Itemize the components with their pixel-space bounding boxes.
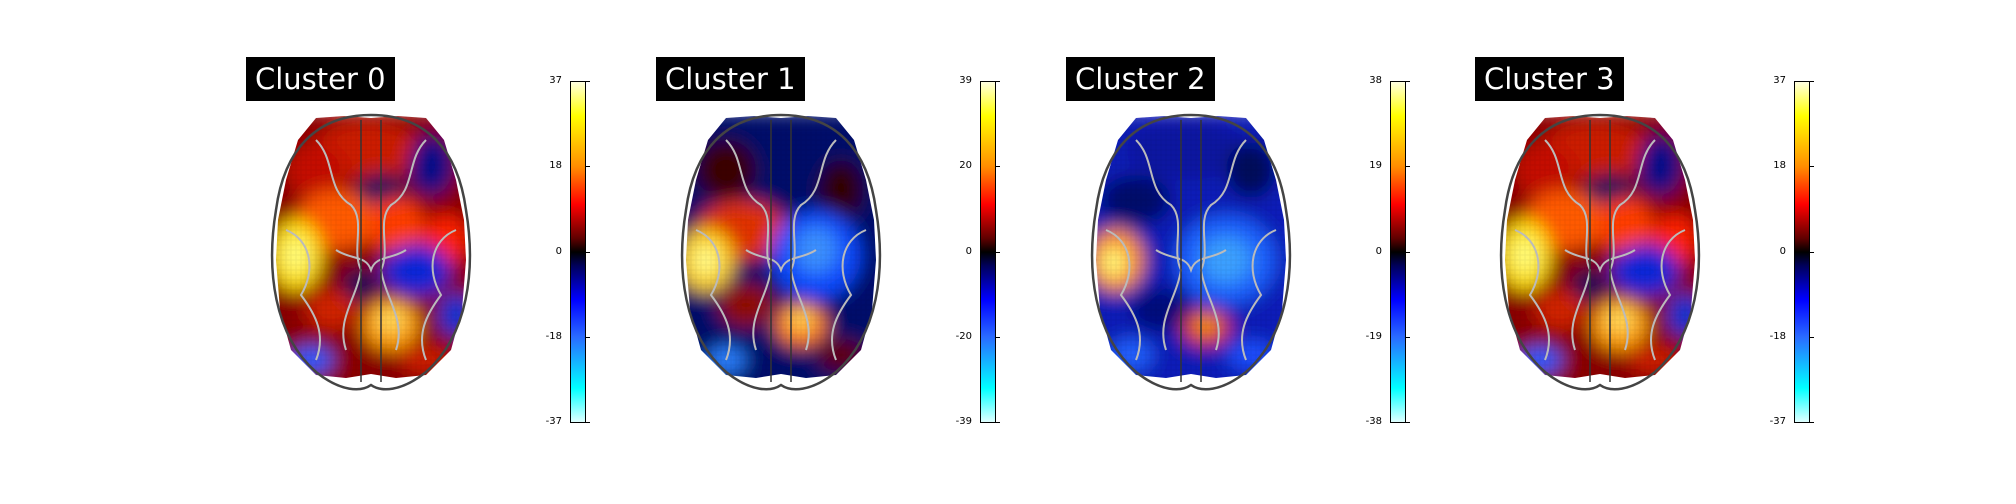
colorbar-tick-upper: 19 (1369, 160, 1382, 171)
cluster-title: Cluster 2 (1066, 57, 1215, 101)
cluster-panel-2: Cluster 2 (816, 0, 1410, 504)
colorbar-tick-zero: 0 (1779, 246, 1786, 257)
colorbar (980, 81, 996, 423)
colorbar-tick-zero: 0 (555, 246, 562, 257)
colorbar-tick-min: -39 (955, 416, 972, 427)
colorbar-tick-max: 37 (1773, 75, 1786, 86)
colorbar-tick-upper: 20 (959, 160, 972, 171)
colorbar-tick-upper: 18 (549, 160, 562, 171)
colorbar-tick-max: 38 (1369, 75, 1382, 86)
cluster-title: Cluster 3 (1475, 57, 1624, 101)
colorbar-tick-min: -38 (1365, 416, 1382, 427)
cluster-title: Cluster 1 (656, 57, 805, 101)
colorbar-tick-min: -37 (545, 416, 562, 427)
colorbar-tick-upper: 18 (1773, 160, 1786, 171)
cluster-panel-3: Cluster 3 (1224, 0, 1814, 504)
cluster-panel-0: Cluster 0 (0, 0, 590, 504)
colorbar-tick-lower: -19 (1365, 331, 1382, 342)
colorbar-tick-max: 39 (959, 75, 972, 86)
colorbar (1390, 81, 1406, 423)
brain-topomap-2 (1090, 113, 1292, 391)
colorbar-tick-lower: -18 (545, 331, 562, 342)
colorbar-tick-zero: 0 (1375, 246, 1382, 257)
colorbar (1794, 81, 1810, 423)
brain-topomap-3 (1499, 113, 1701, 391)
colorbar-tick-lower: -18 (1769, 331, 1786, 342)
cluster-panel-1: Cluster 1 (408, 0, 1000, 504)
colorbar-tick-lower: -20 (955, 331, 972, 342)
cluster-title: Cluster 0 (246, 57, 395, 101)
brain-topomap-1 (680, 113, 882, 391)
colorbar-tick-max: 37 (549, 75, 562, 86)
brain-topomap-0 (270, 113, 472, 391)
colorbar-tick-min: -37 (1769, 416, 1786, 427)
colorbar (570, 81, 586, 423)
colorbar-tick-zero: 0 (965, 246, 972, 257)
